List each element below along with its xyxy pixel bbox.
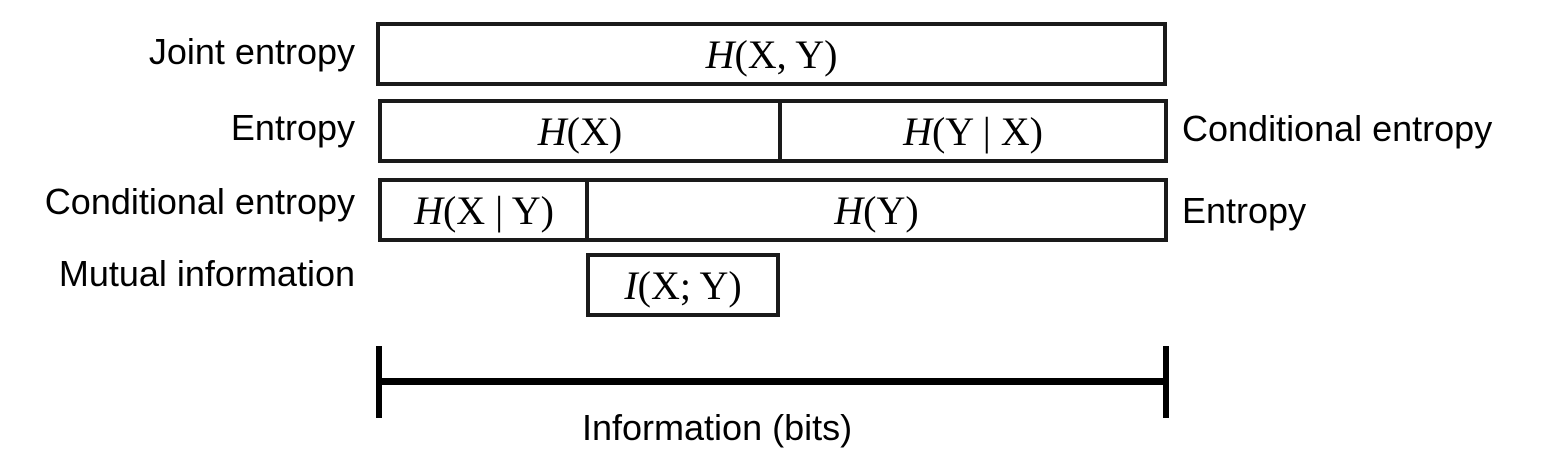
entropy-y-row: H (X | Y) H (Y) (378, 178, 1168, 242)
mutual-information-formula: I (X; Y) (624, 262, 742, 308)
axis-label: Information (bits) (582, 407, 853, 448)
joint-entropy-label: Joint entropy (148, 31, 355, 72)
entropy-label-right: Entropy (1182, 190, 1307, 231)
conditional-entropy-label-right: Conditional entropy (1182, 108, 1493, 149)
mutual-information-box: I (X; Y) (586, 253, 780, 317)
entropy-y-formula: H (Y) (834, 187, 919, 233)
conditional-entropy-label-left: Conditional entropy (44, 181, 355, 222)
joint-entropy-box: H (X, Y) (376, 22, 1167, 86)
entropy-x-row: H (X) H (Y | X) (378, 99, 1168, 163)
row3-divider (585, 182, 589, 238)
mutual-information-label: Mutual information (58, 253, 355, 294)
joint-entropy-formula: H (X, Y) (705, 31, 838, 77)
conditional-entropy-y-given-x-formula: H (Y | X) (903, 108, 1043, 154)
row2-divider (778, 103, 782, 159)
entropy-label-left: Entropy (230, 107, 355, 148)
entropy-x-formula: H (X) (537, 108, 623, 154)
axis-bar (376, 378, 1169, 385)
conditional-entropy-x-given-y-formula: H (X | Y) (414, 187, 554, 233)
